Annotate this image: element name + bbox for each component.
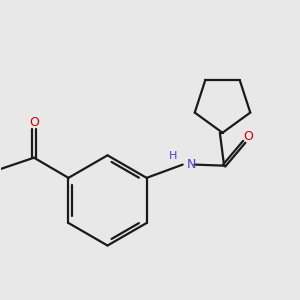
Text: O: O [244, 130, 254, 143]
Text: N: N [187, 158, 196, 171]
Text: H: H [169, 151, 177, 160]
Text: O: O [29, 116, 39, 129]
